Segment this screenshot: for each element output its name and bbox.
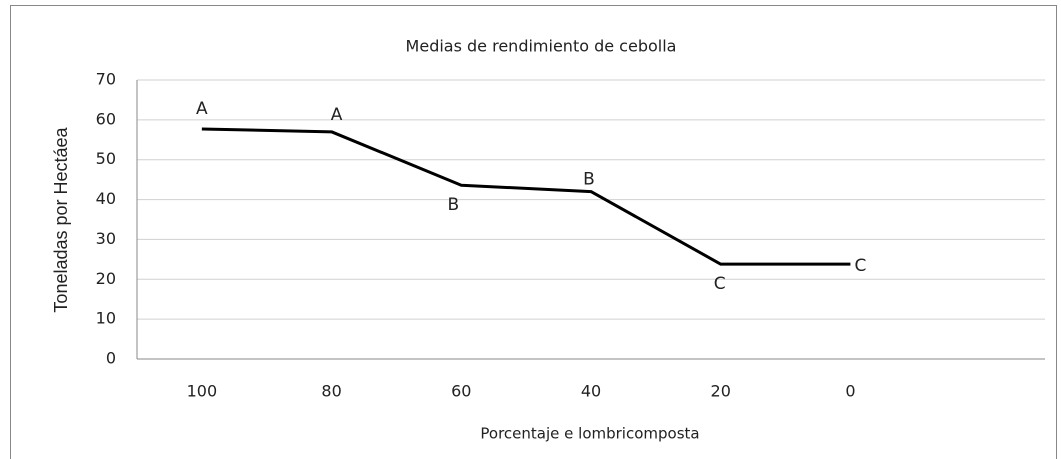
x-tick-label: 80 [321,382,341,401]
point-annotation: C [714,274,726,294]
point-annotation: B [583,170,595,190]
x-axis-title: Porcentaje e lombricomposta [480,425,699,443]
x-tick-label: 40 [581,382,601,401]
x-tick-label: 20 [711,382,731,401]
y-tick-label: 20 [96,269,116,288]
x-tick-label: 100 [187,382,218,401]
point-annotation: B [447,195,459,215]
y-tick-label: 10 [96,309,116,328]
y-axis-title: Toneladas por Hectáea [51,126,71,312]
point-annotation: C [854,256,866,276]
y-tick-label: 50 [96,149,116,168]
chart-title: Medias de rendimiento de cebolla [406,37,677,56]
y-tick-label: 70 [96,70,116,89]
y-tick-label: 0 [106,349,116,368]
x-tick-label: 0 [845,382,855,401]
chart-frame [10,5,1057,459]
y-tick-label: 30 [96,229,116,248]
x-tick-label: 60 [451,382,471,401]
point-annotation: A [196,99,208,119]
point-annotation: A [331,105,343,125]
y-tick-label: 60 [96,109,116,128]
data-line [201,127,851,266]
y-tick-label: 40 [96,189,116,208]
